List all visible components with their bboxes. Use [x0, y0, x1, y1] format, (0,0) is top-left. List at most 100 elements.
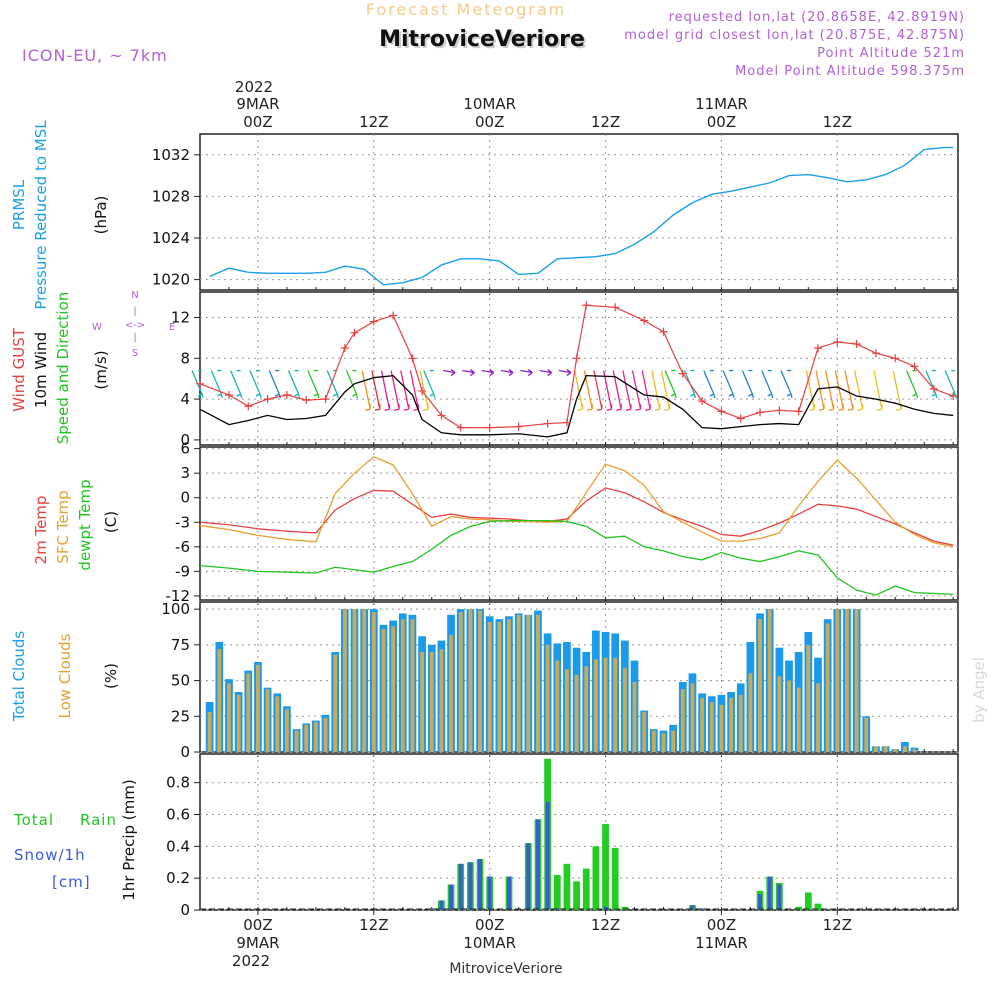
wind-barb — [944, 369, 957, 399]
low-cloud-label: Low Clouds — [56, 633, 74, 718]
bar-low-cloud — [613, 657, 618, 752]
pressure-labels: PRMSL Pressure Reduced to MSL (hPa) — [10, 120, 110, 310]
model-label: ICON-EU, ~ 7km — [22, 46, 168, 65]
series-dew — [199, 519, 954, 596]
series-t2m — [199, 487, 954, 546]
bar-low-cloud — [507, 619, 511, 752]
bar-snow — [777, 884, 782, 910]
bar-low-cloud — [632, 682, 637, 752]
ytick-label: 50 — [171, 672, 190, 690]
wind-barb — [249, 369, 262, 399]
bar-low-cloud — [700, 697, 705, 752]
precip-rain-label: Rain — [80, 811, 117, 829]
bar-low-cloud — [275, 696, 280, 752]
wind-dir-label: Speed and Direction — [54, 292, 72, 445]
series-wind — [199, 374, 954, 438]
bar-low-cloud — [439, 649, 444, 752]
panel-frame — [199, 446, 959, 601]
wind-barb — [664, 369, 677, 399]
gust-marker — [562, 418, 571, 427]
bar-low-cloud — [246, 673, 251, 752]
wind-barb — [361, 370, 371, 411]
ytick-label: 0 — [180, 743, 190, 761]
top-date-label: 11MAR — [695, 95, 748, 113]
bar-snow — [536, 819, 540, 910]
ytick-label: 0.6 — [166, 805, 190, 823]
gust-marker — [456, 423, 465, 432]
top-date-label: 9MAR — [236, 95, 279, 113]
wind-barb — [345, 369, 359, 399]
gust-marker — [514, 422, 523, 431]
gust-marker — [640, 316, 649, 325]
bar-low-cloud — [381, 629, 386, 752]
wind-barb — [191, 369, 204, 399]
ytick-label: 100 — [161, 600, 190, 618]
bar-low-cloud — [835, 609, 840, 752]
gust-marker — [582, 301, 591, 310]
bar-low-cloud — [265, 689, 270, 752]
wind-barb — [390, 370, 400, 411]
wind-barb — [442, 369, 456, 377]
wind-barb — [825, 370, 835, 411]
cloud-labels: Total Clouds Low Clouds (%) — [10, 631, 120, 723]
wind-barb — [741, 369, 755, 399]
bar-low-cloud — [333, 654, 338, 752]
bar-low-cloud — [806, 644, 811, 752]
footer-station: MitroviceVeriore — [449, 961, 562, 977]
bar-low-cloud — [420, 652, 425, 752]
bar-low-cloud — [555, 660, 560, 752]
top-hour-label: 00Z — [475, 113, 504, 131]
top-date-label: 10MAR — [463, 95, 516, 113]
bar-low-cloud — [256, 664, 260, 752]
wind-barb — [210, 369, 223, 399]
wind-barb — [400, 370, 410, 411]
bar-rain — [563, 863, 571, 910]
gust-marker — [736, 414, 745, 423]
wind-barb — [573, 370, 584, 411]
bar-rain — [621, 906, 629, 910]
wind-barb — [761, 369, 774, 399]
bar-low-cloud — [536, 614, 540, 752]
bar-rain — [553, 874, 561, 910]
compass-icon: N | <-> | S W E — [92, 290, 175, 359]
bar-low-cloud — [729, 697, 734, 752]
temp-labels: 2m Temp SFC Temp dewpt Temp (C) — [32, 479, 120, 570]
cloud-unit: (%) — [102, 663, 120, 689]
bar-low-cloud — [883, 746, 888, 752]
bar-low-cloud — [845, 609, 849, 752]
bar-snow — [700, 908, 705, 910]
bar-low-cloud — [236, 694, 241, 752]
ytick-label: 25 — [171, 707, 190, 725]
bar-snow — [478, 859, 482, 910]
gust-marker — [543, 419, 552, 428]
ytick-label: 1028 — [152, 187, 190, 205]
precip-unit: 1hr Precip (mm) — [120, 779, 138, 900]
bar-rain — [804, 892, 812, 910]
wind-barb — [805, 370, 815, 411]
bar-low-cloud — [574, 674, 579, 752]
wind-barb — [651, 370, 661, 411]
gust-marker — [813, 344, 822, 353]
wind-barb — [853, 370, 864, 411]
bar-low-cloud — [468, 609, 473, 752]
top-hour-label: 12Z — [359, 113, 388, 131]
wind-barb — [419, 370, 429, 411]
ytick-label: 1020 — [152, 271, 190, 289]
bar-low-cloud — [864, 717, 869, 752]
bar-low-cloud — [227, 683, 231, 752]
gust-marker — [418, 386, 427, 395]
compass-s: S — [132, 348, 138, 359]
bar-snow — [545, 801, 550, 910]
bar-snow — [526, 843, 531, 910]
gust-marker — [852, 340, 861, 349]
bar-low-cloud — [304, 724, 309, 752]
bar-snow — [603, 906, 608, 910]
watermark: by Angel — [970, 657, 988, 723]
bar-low-cloud — [410, 619, 415, 752]
gust-marker — [196, 379, 204, 388]
total-cloud-label: Total Clouds — [10, 631, 28, 723]
gust-marker — [282, 391, 291, 400]
precip-cm-label: [cm] — [52, 873, 91, 891]
model-altitude: Model Point Altitude 598.375m — [735, 64, 965, 79]
bar-low-cloud — [661, 733, 666, 752]
